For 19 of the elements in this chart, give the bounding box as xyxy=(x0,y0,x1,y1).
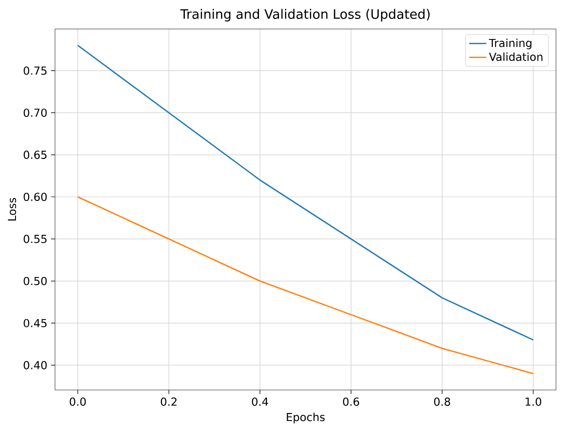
x-tick-label: 0.2 xyxy=(160,398,177,406)
y-tick-label: 0.45 xyxy=(24,318,47,328)
y-tick-label: 0.60 xyxy=(24,192,47,202)
y-tick-label: 0.65 xyxy=(24,150,47,159)
chart-title: Training and Validation Loss (Updated) xyxy=(180,8,430,22)
x-tick-label: 0.4 xyxy=(252,398,268,406)
y-tick-label: 0.75 xyxy=(24,66,47,75)
x-tick-label: 0.6 xyxy=(343,398,360,406)
legend-label: Validation xyxy=(489,52,542,61)
x-tick-label: 1.0 xyxy=(526,398,542,406)
legend-label: Training xyxy=(488,38,532,50)
y-axis-title: Loss xyxy=(8,198,16,220)
x-axis-title: Epochs xyxy=(286,412,325,424)
y-tick-label: 0.55 xyxy=(24,234,47,244)
y-tick-label: 0.40 xyxy=(24,361,47,370)
x-tick-label: 0.0 xyxy=(70,398,86,406)
y-tick-label: 0.50 xyxy=(24,276,47,286)
y-tick-label: 0.70 xyxy=(24,108,47,117)
x-tick-label: 0.8 xyxy=(434,398,450,406)
